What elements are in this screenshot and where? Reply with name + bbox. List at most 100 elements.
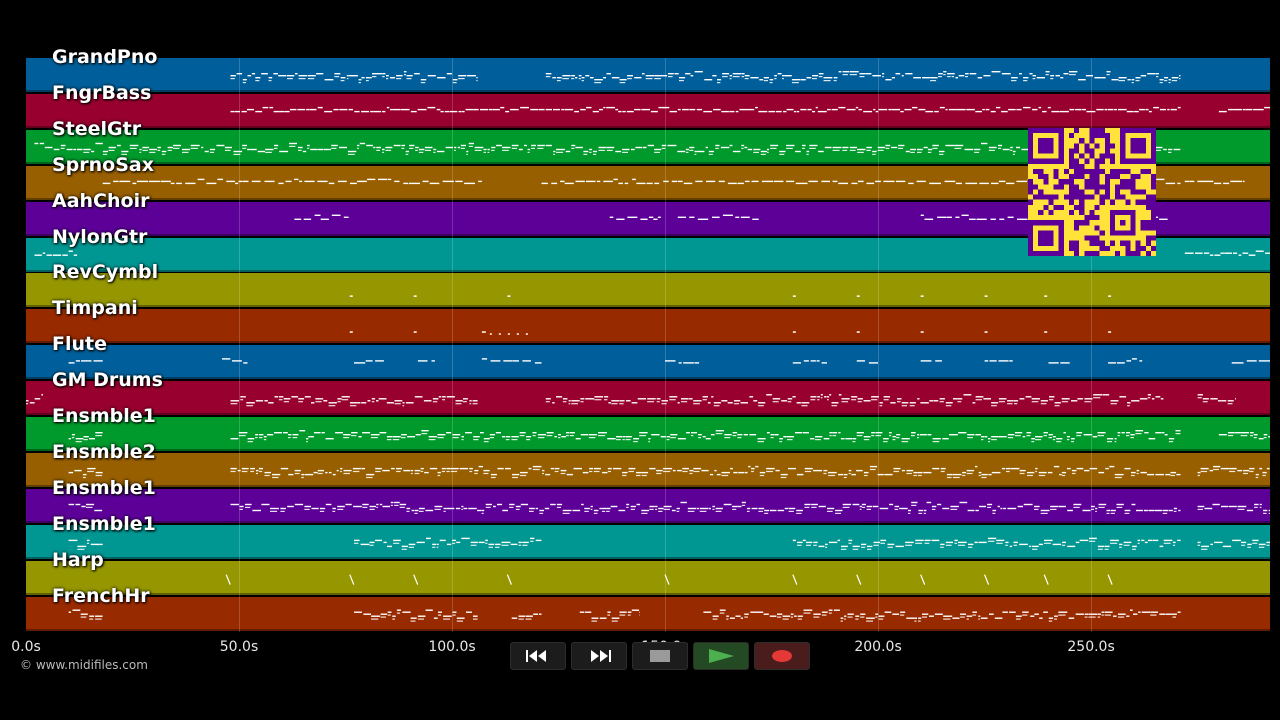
note-event <box>606 149 613 151</box>
track-lane[interactable] <box>26 417 1270 451</box>
note-event <box>204 150 209 153</box>
note-event <box>209 148 216 151</box>
note-event <box>823 77 833 79</box>
note-event <box>1127 405 1130 407</box>
note-event <box>651 434 660 436</box>
note-event <box>571 400 580 402</box>
note-event <box>883 180 895 183</box>
rewind-button[interactable] <box>510 642 566 670</box>
note-event <box>911 435 915 437</box>
note-event <box>960 613 966 615</box>
note-event <box>102 153 108 155</box>
note-event <box>378 398 387 400</box>
note-event <box>1262 471 1267 474</box>
stop-button[interactable] <box>632 642 688 670</box>
play-button[interactable] <box>693 642 749 670</box>
note-event <box>710 434 715 436</box>
track-lane[interactable] <box>26 524 1270 559</box>
note-event <box>369 508 375 510</box>
note-event <box>1027 474 1033 477</box>
note-event <box>689 469 694 472</box>
note-event <box>562 75 571 77</box>
note-event <box>42 252 46 254</box>
note-event <box>437 474 441 477</box>
note-event <box>858 180 864 183</box>
note-event <box>235 182 239 185</box>
note-event <box>372 73 378 75</box>
track-lane[interactable] <box>26 93 1270 128</box>
note-event <box>298 75 308 77</box>
track-lane[interactable] <box>26 309 1270 344</box>
note-event <box>311 507 319 510</box>
track-lane[interactable] <box>26 273 1270 308</box>
note-event <box>833 609 840 611</box>
note-event <box>1050 78 1054 80</box>
fast-forward-button[interactable] <box>571 642 627 670</box>
track-lane[interactable] <box>26 452 1270 487</box>
note-event <box>1124 467 1131 470</box>
stop-icon <box>650 650 670 662</box>
note-event <box>661 403 667 405</box>
note-event <box>1163 542 1171 544</box>
note-event <box>812 110 816 113</box>
note-event <box>1214 254 1221 256</box>
note-event <box>406 510 410 512</box>
note-event <box>580 401 584 403</box>
note-event <box>861 503 866 506</box>
note-event <box>1197 394 1203 396</box>
note-event <box>892 436 897 438</box>
track-lane[interactable] <box>26 488 1270 523</box>
note-event <box>569 435 574 437</box>
track-lane[interactable] <box>26 596 1270 631</box>
note-event <box>831 402 839 404</box>
note-event <box>1127 402 1131 404</box>
note-event <box>732 76 740 78</box>
note-event <box>735 110 739 113</box>
note-event <box>957 401 962 403</box>
note-event <box>406 75 413 77</box>
note-event <box>429 467 438 470</box>
note-event <box>1153 106 1159 109</box>
note-event <box>386 402 394 404</box>
note-event <box>1006 470 1010 473</box>
track-lane[interactable] <box>26 381 1270 416</box>
note-event <box>1197 508 1203 510</box>
note-event <box>309 108 317 111</box>
note-event <box>671 509 676 512</box>
note-event <box>569 432 575 434</box>
note-event <box>975 465 978 468</box>
note-event <box>1104 108 1108 111</box>
note-event <box>1038 543 1043 546</box>
note-event <box>744 78 749 80</box>
note-event <box>987 540 995 542</box>
note-event <box>497 467 504 470</box>
note-event <box>841 545 848 548</box>
note-event <box>861 546 866 548</box>
note-event <box>622 439 625 441</box>
note-event <box>1111 79 1119 81</box>
note-event <box>273 110 280 113</box>
note-event <box>1164 77 1169 79</box>
record-button[interactable] <box>754 642 810 670</box>
note-event <box>981 439 984 441</box>
note-event <box>879 507 889 510</box>
note-event <box>1019 73 1022 75</box>
note-event <box>255 400 264 402</box>
note-event <box>1131 503 1136 506</box>
note-event <box>310 148 318 151</box>
note-event <box>1264 106 1270 109</box>
note-event <box>552 77 556 79</box>
track-lane[interactable] <box>26 560 1270 595</box>
note-event <box>243 396 246 398</box>
note-event <box>942 438 949 440</box>
note-event <box>1031 438 1035 440</box>
note-event <box>607 470 611 473</box>
note-event <box>802 144 806 147</box>
note-event <box>1058 614 1066 616</box>
note-event <box>636 474 641 477</box>
note-event <box>255 437 258 439</box>
note-event <box>968 546 973 548</box>
note-event <box>787 401 792 403</box>
note-event <box>366 473 375 476</box>
track-lane[interactable] <box>26 345 1270 380</box>
